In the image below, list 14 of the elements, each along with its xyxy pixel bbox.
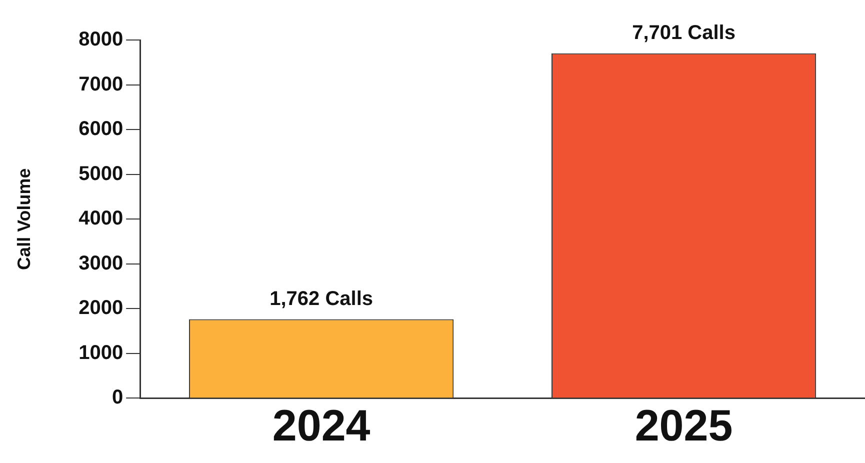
x-tick-label: 2024 <box>272 402 371 451</box>
y-axis-title: Call Volume <box>14 168 34 270</box>
y-tick-label: 2000 <box>78 297 124 320</box>
y-tick-label: 3000 <box>78 252 124 274</box>
y-tick-label: 1000 <box>78 342 124 364</box>
y-tick-label: 7000 <box>78 73 124 96</box>
x-tick-label: 2025 <box>634 402 733 451</box>
y-tick-label: 5000 <box>78 162 124 185</box>
y-tick-label: 0 <box>112 386 124 409</box>
y-tick-label: 6000 <box>78 118 124 140</box>
y-tick-label: 4000 <box>78 208 124 230</box>
y-tick-label: 8000 <box>78 28 124 51</box>
data-label: 1,762 Calls <box>270 288 374 310</box>
data-label: 7,701 Calls <box>632 22 736 44</box>
